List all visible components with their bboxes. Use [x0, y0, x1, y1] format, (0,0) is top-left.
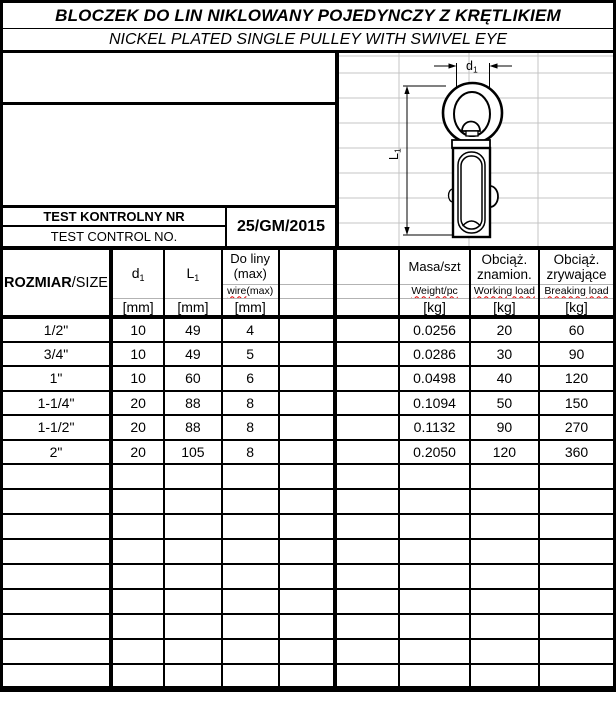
header-working-load: Obciąż. znamion.	[468, 248, 541, 285]
empty-row	[0, 513, 616, 540]
empty-row	[0, 663, 616, 690]
empty-row	[0, 538, 616, 565]
dim-l1-lines	[403, 85, 456, 236]
header-rope-en: wire(max)	[220, 284, 280, 299]
dim-l1-arrows	[404, 86, 410, 235]
pulley-drawing: d1 L1	[339, 53, 613, 246]
dim-d1-label: d1	[466, 59, 478, 75]
test-control-block: TEST KONTROLNY NR TEST CONTROL NO. 25/GM…	[3, 208, 335, 246]
empty-row	[0, 463, 616, 490]
header-l1: L1	[163, 248, 223, 299]
table-row: 1-1/4" 20 88 8 0.1094 50 150	[0, 389, 616, 416]
table-row: 2" 20 105 8 0.2050 120 360	[0, 438, 616, 465]
header-spacer-3	[277, 284, 338, 299]
unit-weight: [kg]	[398, 298, 471, 319]
test-control-label-pl: TEST KONTROLNY NR	[3, 208, 227, 227]
table-row: 1" 10 60 6 0.0498 40 120	[0, 365, 616, 392]
table-row: 1/2" 10 49 4 0.0256 20 60	[0, 316, 616, 343]
unit-d1: [mm]	[110, 298, 166, 319]
info-boxes: TEST KONTROLNY NR TEST CONTROL NO. 25/GM…	[3, 53, 339, 246]
unit-rope: [mm]	[220, 298, 280, 319]
header-working-en: Working load	[468, 284, 541, 299]
title-polish: BLOCZEK DO LIN NIKLOWANY POJEDYNCZY Z KR…	[3, 3, 613, 29]
header-breaking-load: Obciąż. zrywające	[538, 248, 616, 285]
header-breaking-en: Breaking load	[538, 284, 616, 299]
empty-row	[0, 638, 616, 665]
empty-row	[0, 613, 616, 640]
blank-box-main	[3, 105, 335, 208]
spec-table: ROZMIAR/SIZE d1 L1 Do liny (max) Masa/szt…	[0, 246, 616, 692]
cell-size: 1"	[0, 365, 114, 392]
table-row: 1-1/2" 20 88 8 0.1132 90 270	[0, 414, 616, 441]
blank-box-top	[3, 53, 335, 105]
cell-size: 2"	[0, 438, 114, 465]
empty-row	[0, 588, 616, 615]
header-spacer-4	[334, 284, 401, 299]
header-spacer-1	[277, 248, 338, 285]
header-size: ROZMIAR/SIZE	[0, 248, 114, 319]
dim-d1-arrows	[448, 63, 498, 69]
header-spacer-6	[334, 298, 401, 319]
unit-breaking: [kg]	[538, 298, 616, 319]
unit-l1: [mm]	[163, 298, 223, 319]
empty-row	[0, 488, 616, 515]
header-spacer-5	[277, 298, 338, 319]
test-control-label-en: TEST CONTROL NO.	[3, 227, 227, 246]
header-weight: Masa/szt	[398, 248, 471, 285]
dim-l1-label: L1	[387, 148, 403, 160]
pulley-drawing-area: d1 L1	[339, 53, 613, 246]
header-d1: d1	[110, 248, 166, 299]
table-row: 3/4" 10 49 5 0.0286 30 90	[0, 340, 616, 367]
cell-size: 1-1/4"	[0, 389, 114, 416]
header-weight-en: Weight/pc	[398, 284, 471, 299]
cell-size: 1-1/2"	[0, 414, 114, 441]
pulley-shape	[441, 81, 504, 239]
title-english: NICKEL PLATED SINGLE PULLEY WITH SWIVEL …	[3, 29, 613, 53]
test-control-number: 25/GM/2015	[236, 218, 326, 235]
cell-size: 3/4"	[0, 340, 114, 367]
empty-row	[0, 563, 616, 590]
cell-size: 1/2"	[0, 316, 114, 343]
header-rope: Do liny (max)	[220, 248, 280, 285]
middle-band: TEST KONTROLNY NR TEST CONTROL NO. 25/GM…	[0, 53, 616, 246]
unit-working: [kg]	[468, 298, 541, 319]
title-block: BLOCZEK DO LIN NIKLOWANY POJEDYNCZY Z KR…	[0, 0, 616, 53]
header-spacer-2	[334, 248, 401, 285]
